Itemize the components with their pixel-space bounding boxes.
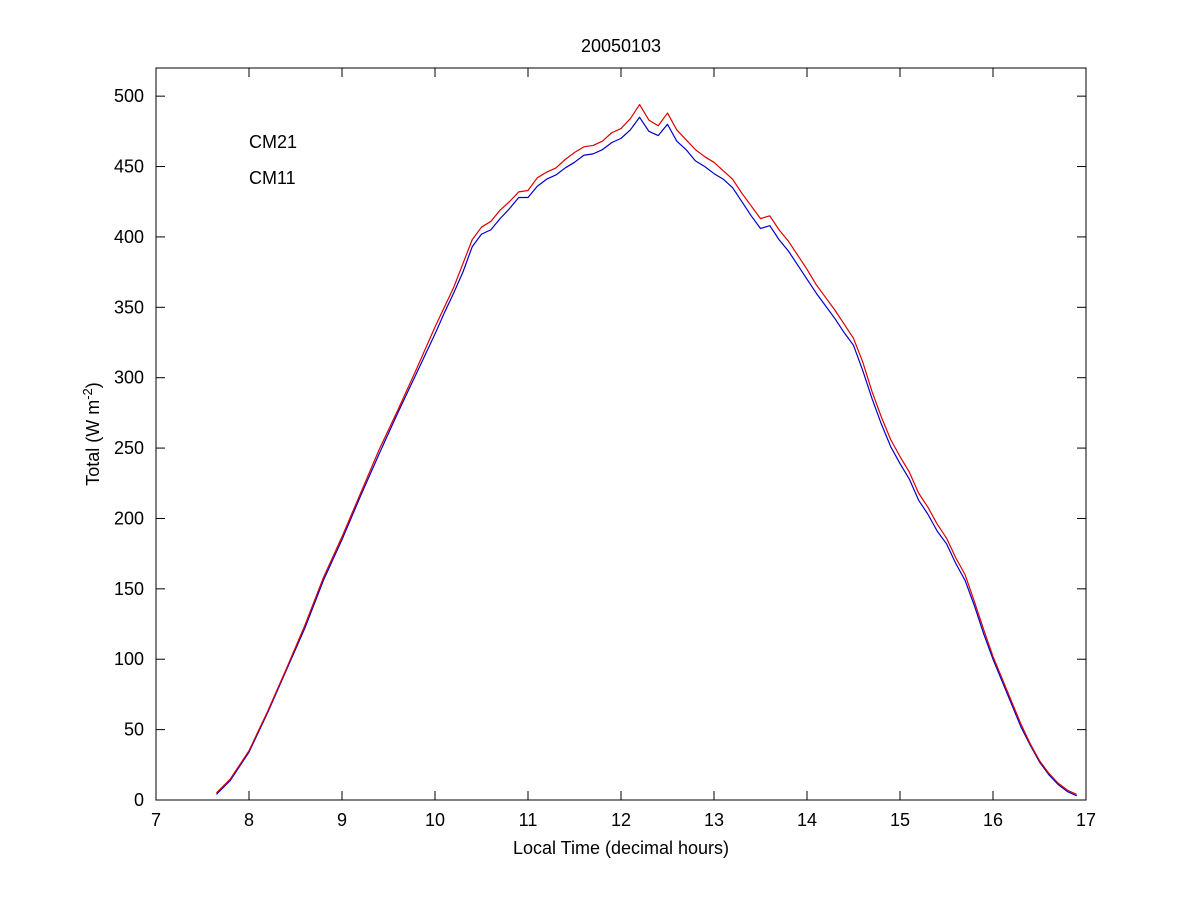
y-axis-label-suffix: ) bbox=[83, 382, 103, 388]
y-tick-label: 150 bbox=[114, 579, 144, 599]
x-tick-label: 11 bbox=[519, 810, 538, 830]
chart-title: 20050103 bbox=[581, 36, 661, 56]
x-tick-label: 8 bbox=[244, 810, 254, 830]
axis-ticks: 7 8 9 10 11 12 13 14 15 16 17 0 50 100 150 200 250 300 350… bbox=[114, 68, 1096, 830]
x-axis-label: Local Time (decimal hours) bbox=[513, 838, 729, 858]
legend-entry-cm21: CM21 bbox=[249, 132, 297, 152]
y-tick-label: 250 bbox=[114, 438, 144, 458]
x-tick-label: 7 bbox=[151, 810, 161, 830]
x-tick-label: 15 bbox=[890, 810, 910, 830]
y-axis-label-exponent: -2 bbox=[80, 388, 95, 400]
legend-entry-cm11: CM11 bbox=[249, 168, 296, 188]
x-tick-label: 13 bbox=[704, 810, 724, 830]
x-tick-label: 9 bbox=[337, 810, 347, 830]
plot-area bbox=[155, 67, 1087, 801]
x-tick-label: 14 bbox=[797, 810, 817, 830]
y-tick-label: 500 bbox=[114, 86, 144, 106]
y-tick-label: 0 bbox=[134, 790, 144, 810]
series-lines bbox=[216, 103, 1077, 797]
y-axis-label-prefix: Total (W m bbox=[83, 400, 103, 486]
series-line-cm21 bbox=[216, 116, 1077, 797]
y-tick-label: 450 bbox=[114, 157, 144, 177]
y-tick-label: 200 bbox=[114, 508, 144, 528]
y-tick-label: 400 bbox=[114, 227, 144, 247]
y-tick-label: 300 bbox=[114, 368, 144, 388]
legend: CM21 CM11 bbox=[249, 132, 297, 188]
x-tick-label: 10 bbox=[425, 810, 445, 830]
x-tick-label: 17 bbox=[1076, 810, 1096, 830]
y-tick-label: 100 bbox=[114, 649, 144, 669]
series-line-cm11 bbox=[216, 103, 1077, 795]
x-tick-label: 12 bbox=[611, 810, 631, 830]
x-tick-label: 16 bbox=[983, 810, 1003, 830]
y-axis-label: Total (W m-2) bbox=[80, 382, 103, 486]
y-tick-label: 50 bbox=[124, 720, 144, 740]
y-tick-label: 350 bbox=[114, 297, 144, 317]
